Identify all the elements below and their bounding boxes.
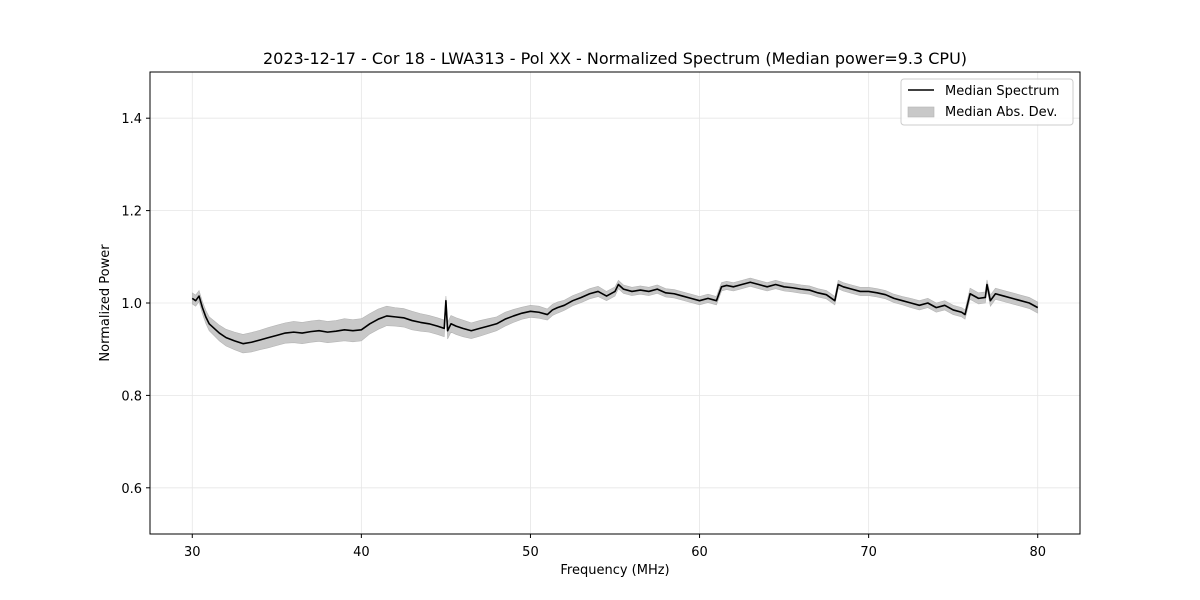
legend-mad-label: Median Abs. Dev. [945, 105, 1057, 120]
y-tick-label: 1.4 [121, 112, 142, 127]
legend: Median Spectrum Median Abs. Dev. [900, 78, 1074, 126]
x-axis-label: Frequency (MHz) [560, 563, 669, 578]
x-tick-label: 80 [1029, 545, 1046, 560]
legend-median-spectrum-label: Median Spectrum [945, 84, 1059, 99]
x-tick-label: 70 [860, 545, 877, 560]
x-tick-label: 40 [353, 545, 370, 560]
y-axis-label: Normalized Power [98, 244, 113, 362]
chart-title: 2023-12-17 - Cor 18 - LWA313 - Pol XX - … [263, 49, 967, 68]
median-abs-dev-band [191, 277, 1039, 354]
x-tick-label: 50 [522, 545, 539, 560]
x-axis-ticks: 30 40 50 60 70 80 [184, 534, 1046, 560]
y-tick-label: 0.8 [121, 389, 142, 404]
x-tick-label: 60 [691, 545, 708, 560]
legend-box [900, 78, 1074, 126]
median-spectrum-line [191, 281, 1039, 345]
y-tick-label: 1.0 [121, 297, 142, 312]
legend-mad-swatch [907, 106, 935, 118]
y-tick-label: 0.6 [121, 482, 142, 497]
x-tick-label: 30 [184, 545, 201, 560]
y-tick-label: 1.2 [121, 205, 142, 220]
y-axis-ticks: 0.6 0.8 1.0 1.2 1.4 [121, 112, 150, 497]
